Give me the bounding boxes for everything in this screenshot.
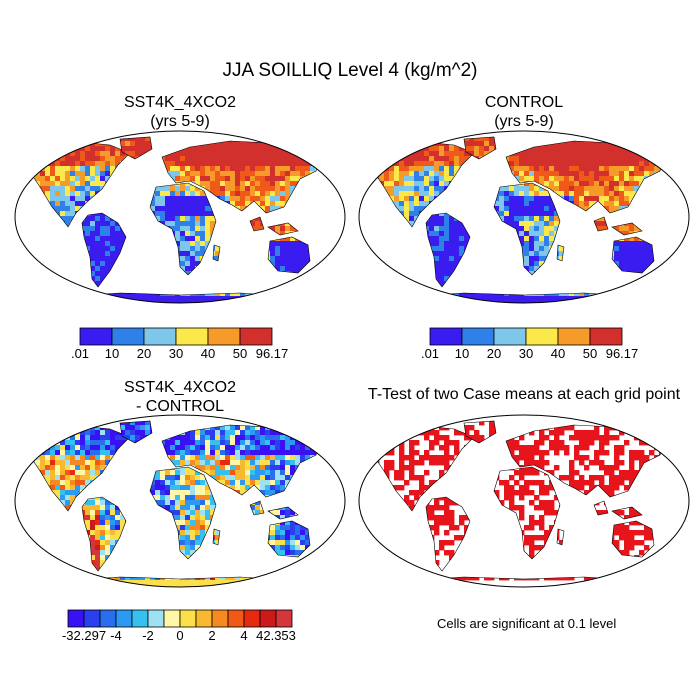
colorbar-swatch bbox=[590, 328, 622, 345]
cb-label: -4 bbox=[110, 628, 122, 643]
colorbar-swatch bbox=[526, 328, 558, 345]
cb-label: 2 bbox=[208, 628, 215, 643]
colorbar-swatch bbox=[68, 610, 84, 627]
map-difference bbox=[15, 415, 345, 590]
colorbar-swatch bbox=[208, 328, 240, 345]
colorbar-swatch bbox=[144, 328, 176, 345]
colorbar-swatch bbox=[84, 610, 100, 627]
colorbar-swatch bbox=[116, 610, 132, 627]
colorbar-swatch bbox=[132, 610, 148, 627]
colorbar-difference bbox=[68, 610, 292, 627]
colorbar-swatch bbox=[228, 610, 244, 627]
colorbar-control bbox=[430, 328, 622, 345]
cb-label: 20 bbox=[487, 346, 501, 361]
cb-label: 10 bbox=[455, 346, 469, 361]
colorbar-swatch bbox=[212, 610, 228, 627]
colorbar-swatch bbox=[196, 610, 212, 627]
cb-label: 42.353 bbox=[256, 628, 296, 643]
colorbar-swatch bbox=[462, 328, 494, 345]
colorbar-swatch bbox=[148, 610, 164, 627]
colorbar-control-labels: .01 10 20 30 40 50 96.17 bbox=[0, 346, 700, 362]
colorbar-swatch bbox=[100, 610, 116, 627]
colorbar-swatch bbox=[176, 328, 208, 345]
cb-label: 4 bbox=[240, 628, 247, 643]
cb-label: -32.297 bbox=[62, 628, 106, 643]
colorbar-swatch bbox=[112, 328, 144, 345]
cb-label: 0 bbox=[176, 628, 183, 643]
colorbar-swatch bbox=[80, 328, 112, 345]
significance-note: Cells are significant at 0.1 level bbox=[437, 616, 616, 631]
colorbar-swatch bbox=[260, 610, 276, 627]
colorbar-sst4k bbox=[80, 328, 272, 345]
colorbar-swatch bbox=[164, 610, 180, 627]
colorbar-swatch bbox=[240, 328, 272, 345]
cb-label: .01 bbox=[421, 346, 439, 361]
map-ttest bbox=[359, 415, 689, 587]
colorbar-swatch bbox=[180, 610, 196, 627]
map-control bbox=[359, 131, 689, 306]
cb-label: 30 bbox=[519, 346, 533, 361]
colorbar-swatch bbox=[494, 328, 526, 345]
colorbar-swatch bbox=[558, 328, 590, 345]
map-sst4k bbox=[15, 131, 345, 306]
colorbar-swatch bbox=[430, 328, 462, 345]
colorbar-swatch bbox=[244, 610, 260, 627]
cb-label: 96.17 bbox=[606, 346, 639, 361]
cb-label: -2 bbox=[142, 628, 154, 643]
cb-label: 40 bbox=[551, 346, 565, 361]
colorbar-swatch bbox=[276, 610, 292, 627]
cb-label: 50 bbox=[583, 346, 597, 361]
